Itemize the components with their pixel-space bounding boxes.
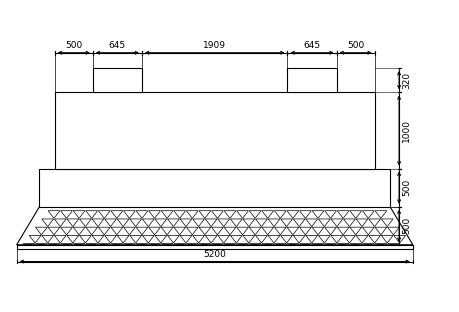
Text: 645: 645 (303, 41, 320, 50)
Text: 320: 320 (401, 72, 410, 89)
Text: 500: 500 (401, 217, 410, 234)
Text: 5200: 5200 (203, 250, 226, 259)
Text: 500: 500 (346, 41, 364, 50)
Bar (39, 168, 389, 207)
Text: 645: 645 (109, 41, 126, 50)
Bar (17, 245, 412, 249)
Bar (287, 68, 336, 92)
Bar (93, 68, 142, 92)
Text: 500: 500 (65, 41, 82, 50)
Polygon shape (17, 207, 412, 245)
Text: 1000: 1000 (401, 119, 410, 142)
Text: 1909: 1909 (203, 41, 226, 50)
Text: 500: 500 (401, 179, 410, 196)
Bar (55, 92, 374, 168)
